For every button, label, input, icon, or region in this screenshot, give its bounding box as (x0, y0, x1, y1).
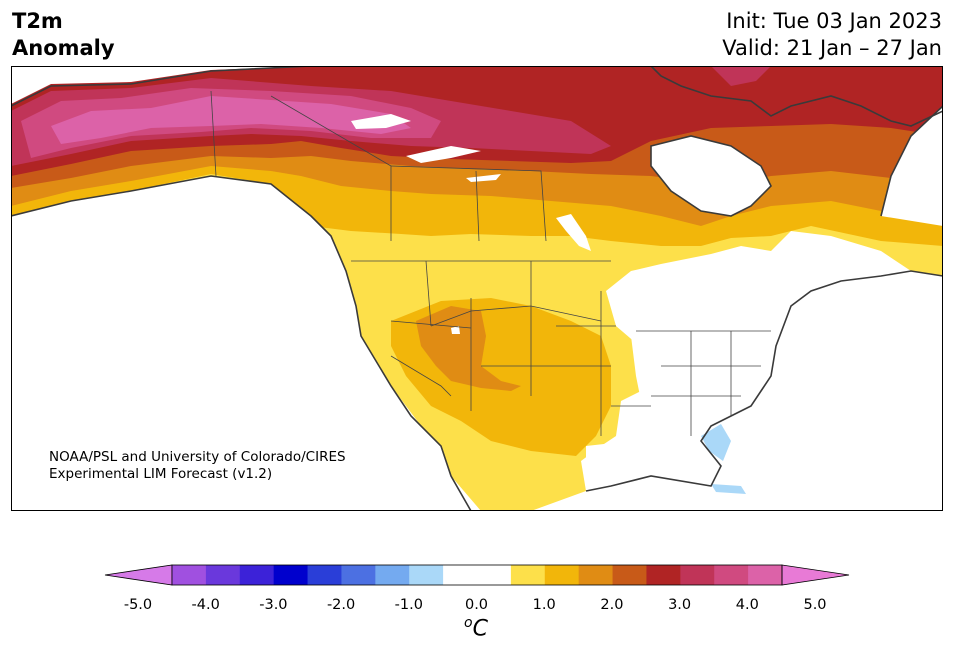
unit-degree: o (464, 615, 473, 631)
cuba-cold (711, 484, 746, 494)
credit-line2: Experimental LIM Forecast (v1.2) (49, 466, 273, 482)
colorbar-tick-label: 0.0 (464, 597, 489, 613)
colorbar-segment (544, 565, 580, 585)
colorbar-segment (273, 565, 309, 585)
colorbar-segment (341, 565, 376, 585)
colorbar-extend-high (781, 564, 850, 586)
colorbar-tick-label: -5.0 (123, 597, 153, 613)
colorbar-tick-label: -3.0 (259, 597, 288, 613)
atlantic-ocean (881, 106, 943, 226)
colorbar-border (171, 564, 783, 586)
greenland-warm (711, 66, 771, 86)
colorbar-tick-label: -1.0 (394, 597, 423, 613)
colorbar-segment (714, 565, 749, 585)
anomaly-1-5-southwest (416, 306, 521, 391)
colorbar-tick-label: 3.0 (668, 597, 692, 613)
colorbar-segment (375, 565, 410, 585)
greenland (651, 66, 943, 126)
unit-letter: C (472, 616, 488, 642)
init-date: Init: Tue 03 Jan 2023 (726, 9, 942, 33)
colorbar-segment (477, 565, 512, 585)
coastlines (11, 66, 943, 511)
variable-title-line2: Anomaly (12, 36, 115, 60)
colorbar (104, 564, 850, 586)
boundaries (210, 90, 771, 436)
credit-line1: NOAA/PSL and University of Colorado/CIRE… (49, 449, 346, 465)
colorbar-segment (612, 565, 647, 585)
colorbar-segment (307, 565, 342, 585)
lake-athabasca (466, 174, 501, 182)
colorbar-segment (205, 565, 241, 585)
great-bear-lake (351, 114, 411, 129)
colorbar-segment (680, 565, 715, 585)
colorbar-tick-label: 2.0 (600, 597, 624, 613)
colorbar-segment (409, 565, 444, 585)
colorbar-segment (646, 565, 681, 585)
colorbar-segment (510, 565, 546, 585)
colorbar-tick-label: -4.0 (191, 597, 220, 613)
anomaly-map (11, 66, 943, 511)
colorbar-segment (748, 565, 783, 585)
colorbar-segment (239, 565, 275, 585)
colorbar-extend-low (104, 564, 173, 586)
colorbar-unit: oC (464, 615, 488, 641)
colorbar-tick-label: 5.0 (803, 597, 827, 613)
colorbar-tick-label: 1.0 (532, 597, 556, 613)
pacific-ocean (11, 176, 471, 511)
forecast-dates: Init: Tue 03 Jan 2023 Valid: 21 Jan – 27… (722, 8, 942, 62)
valid-range: Valid: 21 Jan – 27 Jan (722, 36, 942, 60)
colorbar-segment (443, 565, 478, 585)
colorbar-segment (578, 565, 614, 585)
variable-title-line1: T2m (12, 9, 63, 33)
great-salt-lake (451, 326, 460, 334)
great-slave-lake (406, 146, 481, 163)
colorbar-segment (172, 565, 207, 585)
colorbar-tick-label: -2.0 (326, 597, 356, 613)
great-lakes-region (623, 266, 791, 451)
gulf-of-mexico (586, 441, 721, 491)
anomaly-4-0 (51, 96, 411, 144)
lake-winnipeg (556, 214, 591, 251)
hudson-bay (651, 136, 771, 216)
east-coast-cold (701, 424, 731, 461)
credit-text: NOAA/PSL and University of Colorado/CIRE… (49, 449, 346, 483)
variable-title: T2m Anomaly (12, 8, 115, 62)
colorbar-tick-label: 4.0 (735, 597, 759, 613)
